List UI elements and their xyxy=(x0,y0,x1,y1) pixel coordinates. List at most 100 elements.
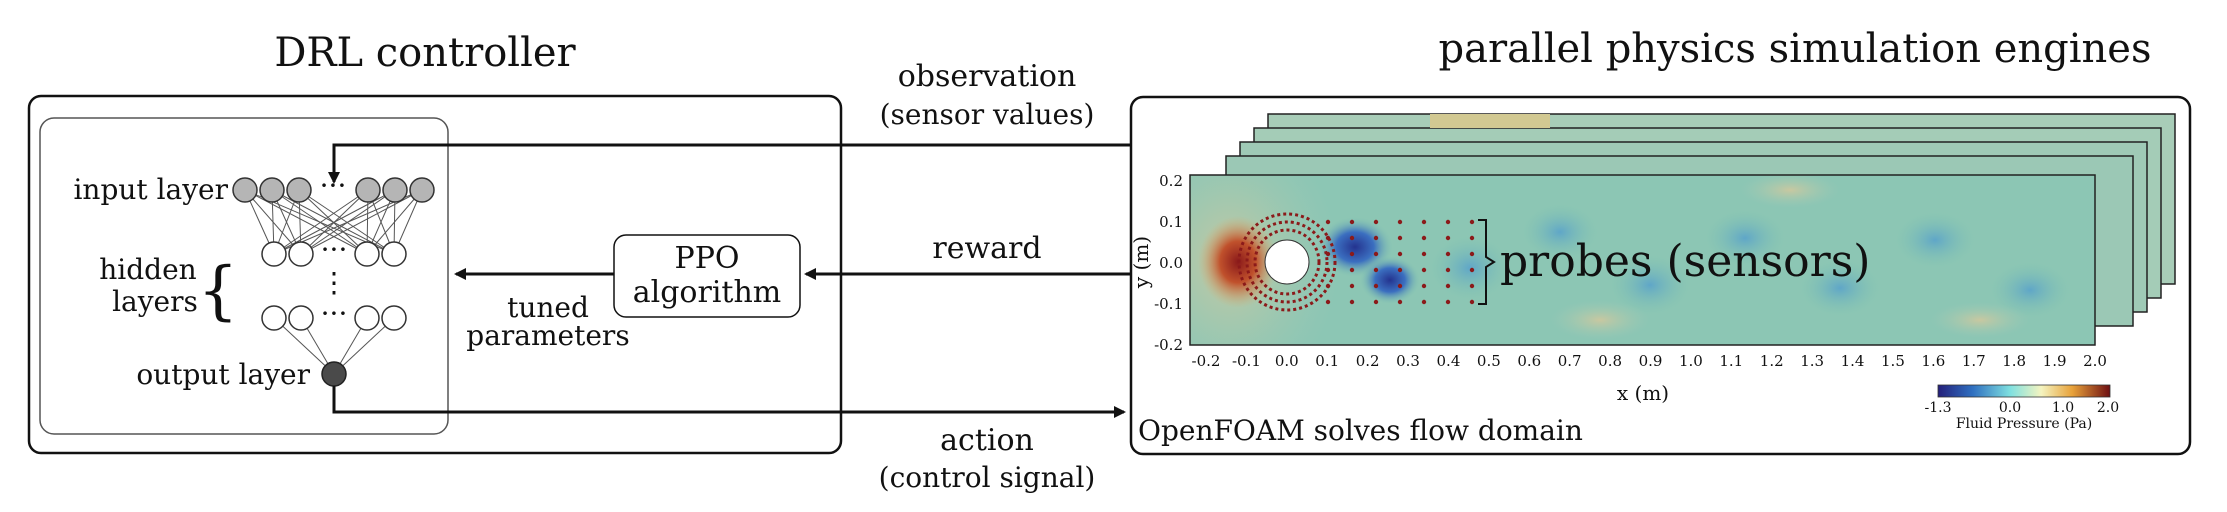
input-layer-nodes xyxy=(232,177,435,203)
colorbar-tick: 0.0 xyxy=(1999,400,2021,416)
output-layer-label: output layer xyxy=(136,358,310,391)
probe-dot xyxy=(1445,251,1451,257)
neural-network-box xyxy=(39,117,449,435)
hidden-brace: { xyxy=(198,254,239,328)
x-tick-label: 1.7 xyxy=(1962,352,1986,370)
action-label: action xyxy=(940,423,1034,458)
observation-arrow xyxy=(328,143,1131,184)
x-tick-label: 1.1 xyxy=(1719,352,1743,370)
probe-dot xyxy=(1469,235,1475,241)
x-tick-label: 1.4 xyxy=(1841,352,1865,370)
input-node xyxy=(259,177,285,203)
connection xyxy=(366,189,423,255)
probe-dot xyxy=(1421,251,1427,257)
probe-dot xyxy=(1373,235,1379,241)
drl-controller-title: DRL controller xyxy=(274,30,576,76)
vortex xyxy=(1800,260,1880,316)
x-tick-label: 0.3 xyxy=(1396,352,1420,370)
vortex xyxy=(1430,236,1510,300)
probe-dot xyxy=(1349,219,1355,225)
connection xyxy=(333,317,395,375)
hidden-node xyxy=(381,305,407,331)
y-tick-label: 0.1 xyxy=(1159,213,1183,231)
observation-sub-label: (sensor values) xyxy=(880,98,1095,131)
openfoam-label: OpenFOAM solves flow domain xyxy=(1138,414,1583,447)
probe-dot xyxy=(1445,267,1451,273)
probe-dot xyxy=(1469,267,1475,273)
probe-dot xyxy=(1469,283,1475,289)
x-tick-label: 1.0 xyxy=(1679,352,1703,370)
pressure-field-plot: probes (sensors) -0.2 -0.1 0.0 0.1 0.2 0.3 0.4… xyxy=(1129,172,2107,405)
y-axis-ticks: 0.2 0.1 0.0 -0.1 -0.2 xyxy=(1154,172,1183,354)
hidden-node xyxy=(354,241,380,267)
hidden-layer-2-nodes xyxy=(261,305,407,331)
action-sub-label: (control signal) xyxy=(879,461,1096,494)
colorbar xyxy=(1937,384,2111,398)
action-arrow xyxy=(332,386,1126,418)
probe-dot xyxy=(1325,283,1331,289)
y-axis-label: y (m) xyxy=(1129,236,1153,289)
x-tick-label: 0.1 xyxy=(1315,352,1339,370)
x-tick-label: -0.2 xyxy=(1192,352,1221,370)
connection xyxy=(298,189,395,255)
probe-dot xyxy=(1421,235,1427,241)
probe-dot xyxy=(1445,219,1451,225)
x-tick-label: 1.6 xyxy=(1921,352,1945,370)
warm-patch xyxy=(1740,175,1840,208)
probe-dot xyxy=(1325,299,1331,305)
colorbar-label: Fluid Pressure (Pa) xyxy=(1956,416,2092,432)
probe-dot xyxy=(1325,251,1331,257)
probe-dot xyxy=(1349,235,1355,241)
probe-dot xyxy=(1421,267,1427,273)
hidden-node xyxy=(261,305,287,331)
probe-dot xyxy=(1397,267,1403,273)
input-node xyxy=(382,177,408,203)
probe-dot xyxy=(1373,219,1379,225)
probe-dot xyxy=(1373,251,1379,257)
probe-dot xyxy=(1421,299,1427,305)
reward-label: reward xyxy=(932,231,1041,266)
x-tick-label: 0.2 xyxy=(1356,352,1380,370)
hidden-ellipsis-2: ··· xyxy=(321,297,348,330)
probe-bracket xyxy=(1478,219,1496,305)
input-node xyxy=(355,177,381,203)
connection xyxy=(271,189,368,255)
probe-ring xyxy=(1253,228,1321,296)
plot-frame xyxy=(1189,174,2096,346)
vortex xyxy=(1522,204,1598,260)
probe-dot xyxy=(1349,251,1355,257)
input-layer-label: input layer xyxy=(73,173,228,206)
observation-label: observation xyxy=(898,59,1077,94)
probe-dot xyxy=(1349,283,1355,289)
probe-ring xyxy=(1245,220,1329,304)
probe-dot xyxy=(1325,219,1331,225)
probe-dot xyxy=(1469,299,1475,305)
colorbar-tick: 2.0 xyxy=(2097,400,2119,416)
sheet-tint xyxy=(1430,114,1550,128)
simulation-title: parallel physics simulation engines xyxy=(1439,26,2152,72)
ppo-box xyxy=(613,234,801,318)
vortex xyxy=(1360,256,1420,304)
tuned-label-line2: parameters xyxy=(466,319,629,352)
vortex xyxy=(1610,255,1690,315)
probe-dot xyxy=(1397,251,1403,257)
probe-rings xyxy=(1237,212,1337,312)
probe-dot xyxy=(1445,235,1451,241)
x-tick-label: 0.8 xyxy=(1598,352,1622,370)
probe-grid xyxy=(1325,219,1475,305)
probe-dot xyxy=(1397,283,1403,289)
hidden-vertical-dots: ⋮ xyxy=(320,266,348,299)
x-tick-label: 1.2 xyxy=(1760,352,1784,370)
connection xyxy=(273,189,369,255)
tuned-label-line1: tuned xyxy=(507,291,589,324)
x-axis-label: x (m) xyxy=(1617,381,1669,405)
connection xyxy=(298,189,368,255)
probe-dot xyxy=(1325,267,1331,273)
cylinder xyxy=(1264,239,1310,285)
hidden-node xyxy=(288,241,314,267)
probes-label: probes (sensors) xyxy=(1500,236,1870,287)
warm-patch xyxy=(1550,300,1650,340)
probe-dot xyxy=(1373,283,1379,289)
probe-ring xyxy=(1237,212,1337,312)
